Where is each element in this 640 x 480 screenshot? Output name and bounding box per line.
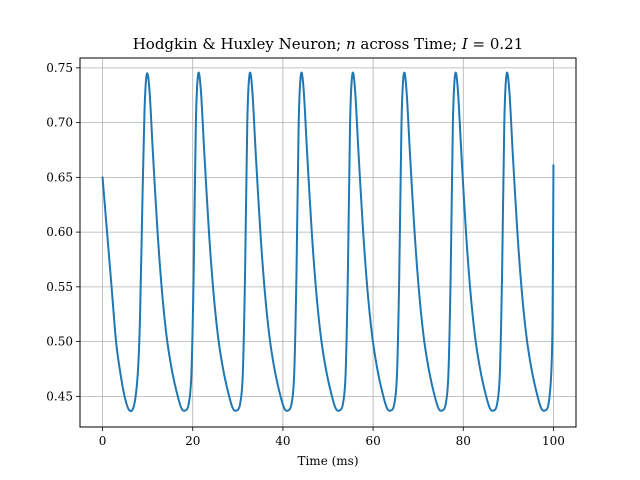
axis-ticks	[76, 67, 554, 431]
x-axis-label: Time (ms)	[297, 454, 358, 468]
x-tick-label: 0	[99, 434, 107, 448]
x-tick-label: 80	[456, 434, 471, 448]
x-tick-label: 20	[185, 434, 200, 448]
plot-frame	[79, 57, 577, 428]
x-tick-label: 60	[365, 434, 380, 448]
x-tick-label: 100	[542, 434, 565, 448]
plot-data	[101, 71, 555, 413]
y-tick-label: 0.60	[46, 225, 73, 239]
x-tick-label: 40	[275, 434, 290, 448]
y-tick-labels: 0.45 0.50 0.55 0.60 0.65 0.70 0.75	[46, 61, 73, 403]
y-tick-label: 0.70	[46, 116, 73, 130]
y-tick-label: 0.75	[46, 61, 73, 75]
series-line-n	[101, 71, 555, 413]
y-tick-label: 0.65	[46, 170, 73, 184]
y-tick-label: 0.50	[46, 335, 73, 349]
x-tick-labels: 0 20 40 60 80 100	[99, 434, 565, 448]
y-tick-label: 0.55	[46, 280, 73, 294]
y-tick-label: 0.45	[46, 389, 73, 403]
chart-title: Hodgkin & Huxley Neuron; n across Time; …	[133, 35, 524, 53]
